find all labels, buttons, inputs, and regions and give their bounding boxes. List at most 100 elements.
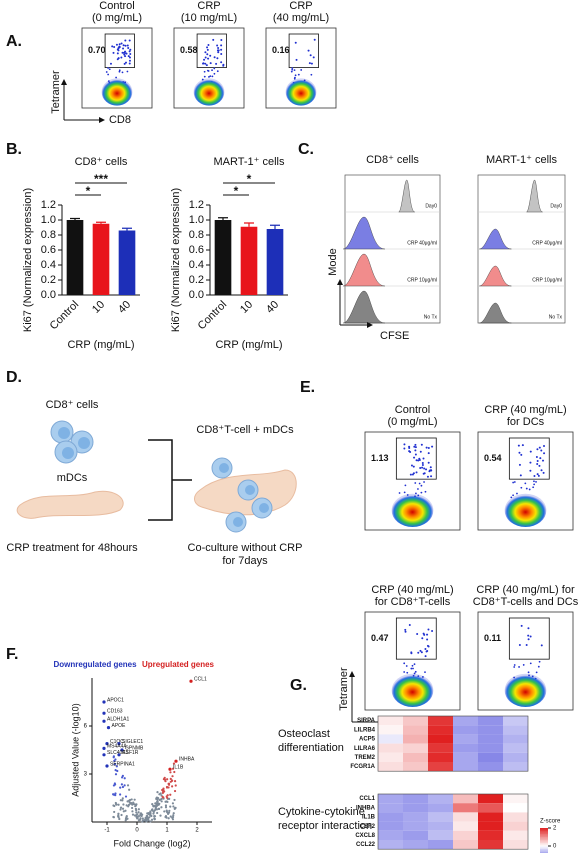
background-point bbox=[139, 813, 142, 816]
event-dot bbox=[203, 70, 206, 73]
y-tick-label: 0.8 bbox=[41, 229, 56, 241]
density-blob bbox=[101, 78, 133, 106]
colorbar-step bbox=[540, 832, 548, 835]
density-blob bbox=[193, 78, 225, 106]
plot-title: CRP (40 mg/mL) bbox=[371, 584, 453, 596]
event-dot bbox=[220, 61, 223, 64]
event-dot bbox=[425, 446, 428, 449]
panel-label: A. bbox=[6, 33, 22, 50]
event-dot bbox=[120, 56, 123, 59]
event-dot bbox=[533, 483, 536, 486]
heat-cell bbox=[428, 743, 453, 753]
event-dot bbox=[128, 56, 131, 59]
event-dot bbox=[216, 70, 219, 73]
event-dot bbox=[413, 663, 416, 666]
background-point bbox=[123, 784, 126, 787]
heat-cell bbox=[378, 830, 403, 840]
error-bar bbox=[70, 217, 80, 220]
background-point bbox=[166, 800, 169, 804]
event-dot bbox=[295, 58, 298, 61]
event-dot bbox=[211, 75, 214, 78]
background-point bbox=[134, 803, 137, 806]
heat-cell bbox=[503, 803, 528, 813]
gene-label: APOE bbox=[112, 723, 127, 729]
event-dot bbox=[413, 445, 416, 448]
background-point bbox=[166, 778, 169, 781]
plot-frame bbox=[81, 27, 153, 109]
sig-label: *** bbox=[94, 172, 108, 186]
background-point bbox=[119, 786, 122, 789]
background-point bbox=[137, 818, 141, 822]
event-dot bbox=[220, 44, 223, 47]
background-point bbox=[130, 802, 133, 805]
colorbar-step bbox=[540, 847, 548, 850]
gene-label: INHBA bbox=[179, 757, 195, 763]
event-dot bbox=[512, 481, 515, 484]
event-dot bbox=[217, 51, 220, 54]
event-dot bbox=[533, 474, 536, 477]
background-point bbox=[174, 784, 177, 787]
background-point bbox=[164, 780, 167, 783]
event-dot bbox=[424, 490, 427, 493]
gene-label: SERPINA1 bbox=[110, 761, 135, 767]
background-point bbox=[156, 811, 159, 815]
background-point bbox=[164, 815, 167, 819]
event-dot bbox=[122, 44, 125, 47]
cell-nucleus bbox=[219, 463, 229, 473]
row-label: CRP 40μg/ml bbox=[407, 240, 437, 246]
histogram bbox=[479, 302, 512, 324]
heat-cell bbox=[503, 812, 528, 822]
event-dot bbox=[529, 461, 532, 464]
event-dot bbox=[123, 51, 126, 54]
plot-title: CRP (40 mg/mL) for bbox=[476, 584, 575, 596]
background-point bbox=[158, 798, 161, 801]
cell-nucleus bbox=[245, 485, 255, 495]
event-dot bbox=[124, 44, 127, 47]
plot-title: Control bbox=[395, 404, 430, 416]
x-tick-label: 10 bbox=[90, 299, 107, 316]
event-dot bbox=[411, 664, 414, 667]
plot-title: (0 mg/mL) bbox=[387, 416, 437, 428]
heat-cell bbox=[428, 716, 453, 726]
gene-point bbox=[117, 753, 121, 757]
heat-cell bbox=[378, 716, 403, 726]
heat-cell bbox=[378, 821, 403, 831]
histogram bbox=[343, 290, 385, 324]
heat-cell bbox=[403, 725, 428, 735]
gene-point bbox=[105, 742, 109, 746]
event-dot bbox=[123, 53, 126, 56]
event-dot bbox=[118, 43, 121, 46]
heat-cell bbox=[428, 752, 453, 762]
event-dot bbox=[529, 635, 532, 638]
event-dot bbox=[290, 70, 293, 73]
colorbar-step bbox=[540, 850, 548, 853]
background-point bbox=[112, 793, 115, 796]
event-dot bbox=[128, 50, 131, 53]
colorbar-step bbox=[540, 828, 548, 830]
event-dot bbox=[422, 472, 425, 475]
label: Co-culture without CRP bbox=[188, 542, 303, 554]
group-title: receptor interaction bbox=[278, 820, 372, 832]
series-title: Downregulated genes bbox=[53, 660, 137, 669]
histogram bbox=[479, 228, 512, 250]
background-point bbox=[117, 803, 120, 806]
sig-label: * bbox=[86, 184, 91, 198]
event-dot bbox=[426, 475, 429, 478]
colorbar-step bbox=[540, 840, 548, 842]
heat-cell bbox=[403, 743, 428, 753]
event-dot bbox=[204, 56, 207, 59]
background-point bbox=[147, 819, 150, 822]
histogram bbox=[526, 179, 543, 213]
colorbar-step bbox=[540, 834, 548, 836]
heat-cell bbox=[378, 762, 403, 772]
background-point bbox=[148, 816, 151, 819]
event-dot bbox=[512, 494, 515, 497]
background-point bbox=[160, 806, 163, 809]
gate-value: 0.58 bbox=[180, 45, 198, 55]
background-point bbox=[114, 793, 117, 797]
background-point bbox=[112, 816, 115, 819]
background-point bbox=[163, 810, 166, 813]
row-label: No Tx bbox=[424, 314, 438, 320]
event-dot bbox=[206, 69, 209, 72]
event-dot bbox=[425, 468, 428, 471]
